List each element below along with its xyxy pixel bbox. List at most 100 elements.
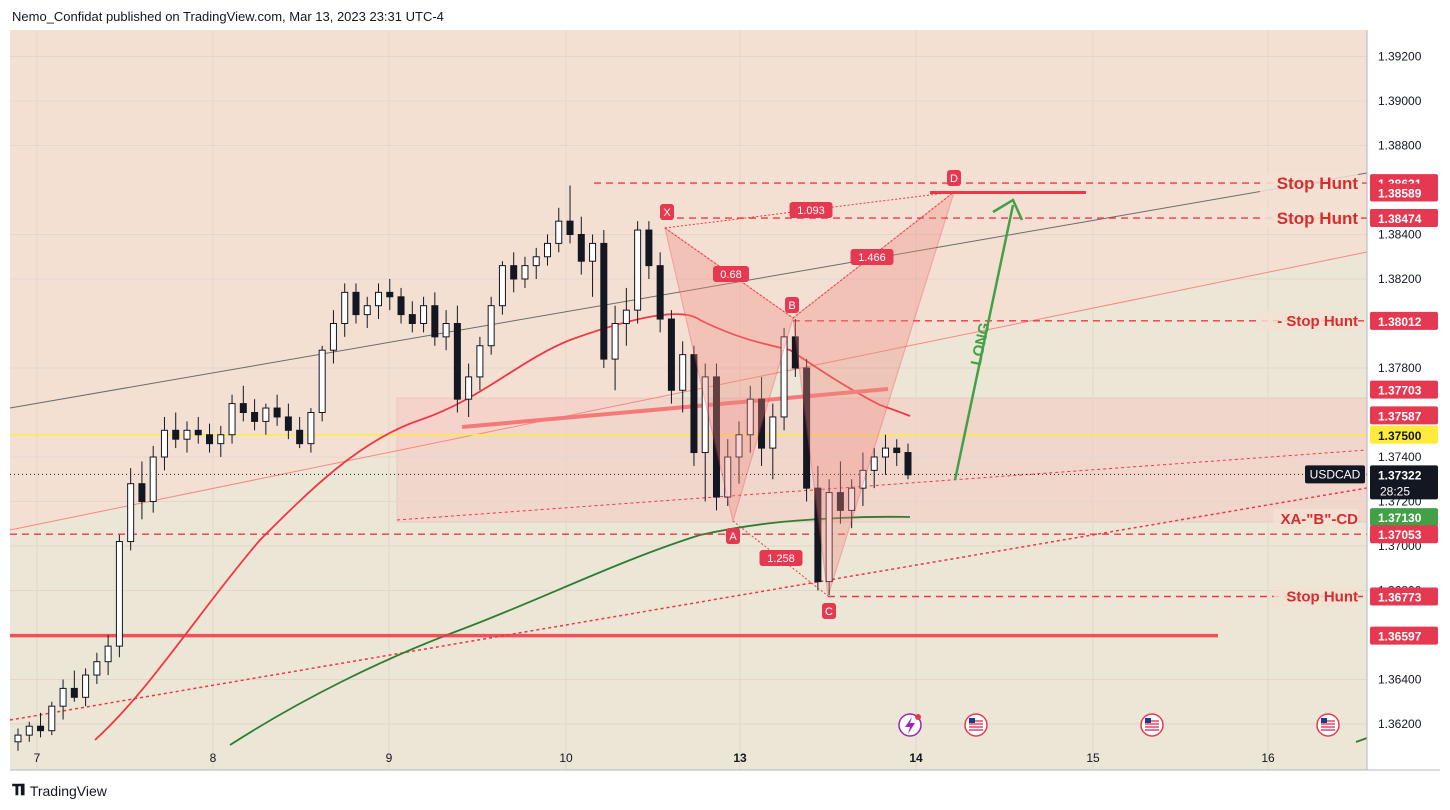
currency-label[interactable]: CAD	[1378, 38, 1404, 52]
candle-body	[881, 447, 889, 458]
candle-body	[206, 434, 214, 445]
price-label-1.38012: 1.38012	[1378, 315, 1422, 329]
candle-body	[690, 354, 698, 454]
candle-body	[487, 305, 495, 347]
candle-body	[138, 483, 146, 503]
candle-body	[667, 318, 675, 391]
candle-body	[555, 220, 563, 244]
candle-body	[791, 336, 799, 369]
x-tick-label: 7	[34, 751, 41, 765]
lightning-bolt	[905, 717, 915, 734]
x-tick-label: 8	[210, 751, 217, 765]
candle-body	[735, 434, 743, 458]
range-box	[396, 397, 1368, 523]
annot-bg-0	[1260, 173, 1358, 194]
y-tick-label: 1.38200	[1378, 272, 1422, 286]
annotation-stop-hunt_2: Stop Hunt	[1277, 209, 1359, 228]
long-label: LONG	[968, 321, 994, 367]
symbol-description[interactable]: U.S. Dollar / Canadian Dollar, 1h, FOREX…	[20, 40, 268, 54]
point-a-label-bg	[726, 528, 740, 544]
current-price-value: 1.37322	[1378, 468, 1422, 482]
candle-body	[510, 265, 518, 280]
price-label-bg	[1370, 406, 1438, 425]
tradingview-brand[interactable]: 𝐓❙ TradingView	[12, 782, 107, 799]
candle-body	[228, 403, 236, 436]
dotted-channel-upper	[396, 449, 1368, 521]
annotation-stop-hunt_3: - Stop Hunt	[1277, 313, 1358, 330]
point-c-label: C	[825, 606, 833, 618]
candle-body	[160, 429, 168, 458]
point-x-label: X	[663, 207, 671, 219]
green-moving-average	[229, 515, 911, 746]
lightning-event-icon[interactable]	[898, 713, 922, 737]
candle-body	[543, 242, 551, 258]
candle-body	[307, 412, 315, 445]
candle-body	[532, 256, 540, 267]
y-tick-label: 1.36800	[1378, 584, 1422, 598]
change-value: −0.00099 (−0.07%)	[529, 40, 632, 54]
y-tick-label: 1.37000	[1378, 539, 1422, 553]
pattern-ratio-BD	[792, 191, 955, 319]
candle-body	[465, 376, 473, 400]
annotation-stop-hunt_1: Stop Hunt	[1277, 174, 1359, 193]
annot-bg-1	[1260, 208, 1358, 229]
us-flag-icon-3[interactable]	[1316, 713, 1340, 737]
us-flag-icon-3-canton	[1321, 718, 1327, 723]
candle-body	[442, 323, 450, 338]
point-b-label-bg	[785, 297, 799, 313]
long-arrow-shaft	[953, 204, 1015, 481]
symbol-tag: USDCAD	[1310, 467, 1361, 481]
us-flag-icon-1-ring	[964, 713, 988, 737]
price-label-bg	[1370, 508, 1438, 527]
y-tick-label: 1.39000	[1378, 94, 1422, 108]
point-b-label: B	[788, 300, 795, 312]
candle-body	[115, 541, 123, 647]
candle-body	[149, 456, 157, 502]
candle-body	[476, 345, 484, 378]
us-flag-icon-1[interactable]	[964, 713, 988, 737]
candle-body	[273, 407, 281, 418]
candle-body	[848, 487, 856, 511]
candle-body	[93, 661, 101, 676]
candle-body	[239, 403, 247, 414]
price-label-1.37130: 1.37130	[1378, 511, 1422, 525]
candle-body	[82, 674, 90, 698]
candle-body	[37, 725, 45, 732]
x-tick-label: 13	[733, 751, 747, 765]
candle-body	[408, 314, 416, 325]
candle-body	[825, 492, 833, 583]
time-axis-bg[interactable]	[10, 770, 1367, 788]
point-c-label-bg	[822, 603, 836, 619]
red-moving-average	[94, 313, 911, 741]
candle-body	[14, 734, 22, 743]
us-flag-icon-2[interactable]	[1140, 713, 1164, 737]
x-tick-label: 14	[909, 751, 923, 765]
pattern-ratio-AC	[732, 520, 829, 597]
annotation-pattern: XA-"B"-CD	[1280, 511, 1358, 528]
candle-body	[679, 354, 687, 391]
trendline-upper	[9, 172, 1368, 409]
price-label-1.37053: 1.37053	[1378, 528, 1422, 542]
y-tick-label: 1.38400	[1378, 228, 1422, 242]
candle-body	[701, 376, 709, 454]
price-axis-bg[interactable]	[1367, 30, 1440, 770]
ratio-xb-bg	[713, 266, 749, 282]
tradingview-logo-icon: 𝐓❙	[12, 782, 25, 799]
plot-background	[10, 30, 1367, 770]
long-arrow-head	[992, 198, 1024, 221]
candle-body	[251, 412, 259, 422]
candle-body	[296, 429, 304, 445]
candle-body	[341, 291, 349, 325]
candle-body	[656, 265, 664, 320]
point-d-label-bg	[947, 170, 961, 186]
candle-body	[859, 469, 867, 489]
low-label: L	[406, 40, 413, 54]
ratio-bd-bg	[850, 249, 894, 265]
point-d-label: D	[950, 173, 958, 185]
candle-body	[634, 229, 642, 311]
price-label-bg	[1370, 209, 1438, 228]
green-ma-edge	[1355, 737, 1368, 743]
price-label-1.38589: 1.38589	[1378, 186, 1422, 200]
us-flag-icon-2-ring	[1140, 713, 1164, 737]
